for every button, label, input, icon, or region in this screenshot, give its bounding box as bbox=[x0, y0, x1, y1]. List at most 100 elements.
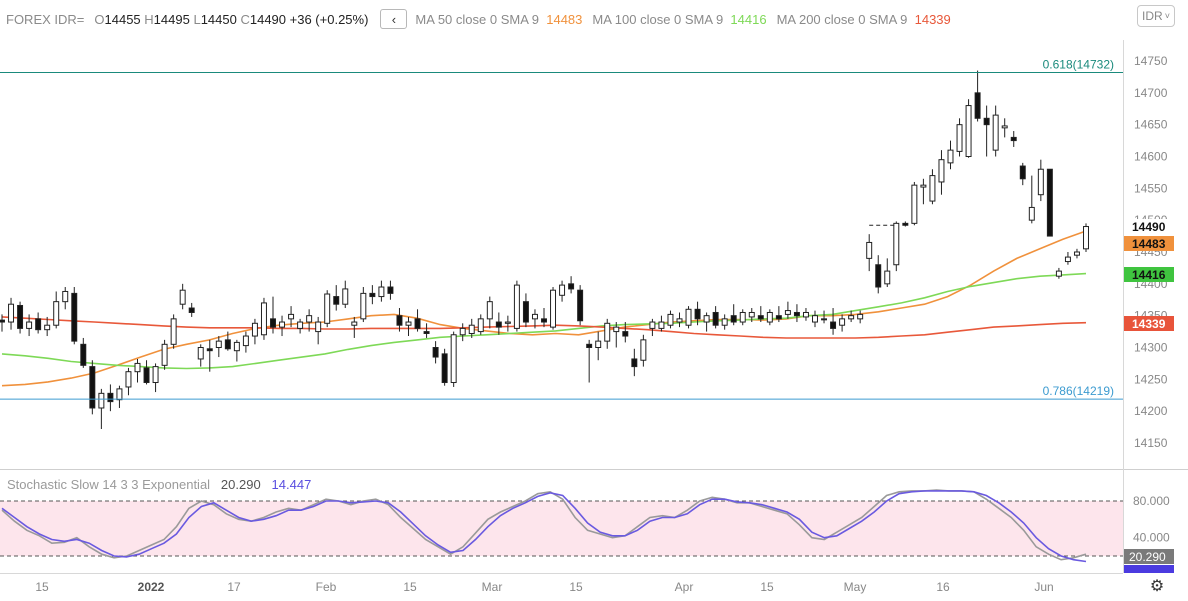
chevron-left-icon: ‹ bbox=[391, 11, 397, 27]
candle-body bbox=[1046, 168, 1053, 237]
candle-body bbox=[134, 362, 141, 373]
time-tick-label: 15 bbox=[569, 580, 583, 594]
price-tag-bg bbox=[1124, 316, 1174, 331]
collapse-button[interactable]: ‹ bbox=[380, 9, 408, 29]
candle-body bbox=[956, 124, 963, 152]
candle-body bbox=[188, 307, 195, 313]
candle-body bbox=[197, 347, 204, 360]
candle-body bbox=[315, 321, 322, 333]
candle-body bbox=[974, 92, 981, 119]
candle-body bbox=[224, 339, 231, 350]
candle-body bbox=[35, 318, 42, 331]
candle-body bbox=[568, 283, 575, 290]
price-tick-label: 14300 bbox=[1134, 341, 1168, 355]
candle-body bbox=[595, 340, 602, 348]
candle-body bbox=[297, 321, 304, 329]
candle-body bbox=[504, 321, 511, 324]
candle-body bbox=[53, 301, 60, 326]
ma50-value: 14483 bbox=[546, 11, 583, 27]
chart-header: FOREX IDR= O 14455 H 14495 L 14450 C 14490 +… bbox=[6, 9, 951, 29]
price-tag: 14339 bbox=[1132, 317, 1166, 331]
candle-body bbox=[1010, 136, 1017, 142]
candle-body bbox=[414, 318, 421, 329]
candle-body bbox=[152, 366, 159, 384]
candle-body bbox=[902, 222, 909, 226]
candle-body bbox=[44, 324, 51, 331]
price-tick-label: 14550 bbox=[1134, 181, 1168, 195]
price-tick-label: 14600 bbox=[1134, 150, 1168, 164]
candle-body bbox=[658, 321, 665, 329]
candle-body bbox=[98, 392, 105, 409]
candle-body bbox=[667, 313, 674, 326]
candle-body bbox=[531, 313, 538, 320]
candle-body bbox=[550, 289, 557, 328]
time-tick-label: 2022 bbox=[138, 580, 165, 594]
candle-body bbox=[676, 318, 683, 323]
ma-line bbox=[1, 272, 1087, 370]
time-tick-label: May bbox=[844, 580, 867, 594]
time-tick-label: Feb bbox=[316, 580, 337, 594]
ma50-label: MA 50 close 0 SMA 9 bbox=[415, 11, 539, 27]
candle-body bbox=[839, 318, 846, 326]
candle-body bbox=[179, 289, 186, 305]
candle-body bbox=[703, 315, 710, 323]
candle-body bbox=[812, 315, 818, 323]
high-label: H bbox=[144, 11, 154, 27]
gear-icon[interactable]: ⚙ bbox=[1149, 578, 1165, 595]
close-label: C bbox=[240, 11, 250, 27]
candle-body bbox=[333, 296, 340, 305]
candle-body bbox=[486, 301, 493, 320]
change-value: +36 (+0.25%) bbox=[289, 11, 369, 27]
candle-body bbox=[8, 303, 15, 323]
stochastic-d-value: 14.447 bbox=[271, 477, 312, 492]
stochastic-k-line bbox=[1, 489, 1087, 561]
candle-body bbox=[215, 340, 222, 348]
candle-body bbox=[1028, 206, 1035, 221]
candle-body bbox=[775, 315, 782, 320]
time-tick-label: 16 bbox=[936, 580, 950, 594]
candle-body bbox=[459, 327, 466, 336]
candle-body bbox=[270, 318, 276, 328]
candle-body bbox=[1001, 125, 1008, 129]
candle-body bbox=[423, 331, 430, 334]
ma100-label: MA 100 close 0 SMA 9 bbox=[592, 11, 724, 27]
candle-body bbox=[342, 288, 349, 305]
candle-body bbox=[107, 392, 114, 403]
candle-body bbox=[71, 292, 78, 342]
candle-body bbox=[450, 334, 457, 384]
candle-body bbox=[143, 367, 150, 384]
candle-body bbox=[495, 321, 502, 328]
candle-body bbox=[857, 313, 864, 320]
stochastic-k-value: 20.290 bbox=[220, 477, 261, 492]
candle-body bbox=[622, 331, 629, 337]
time-tick-label: 17 bbox=[227, 580, 241, 594]
high-value: 14495 bbox=[153, 11, 190, 27]
candle-body bbox=[965, 105, 972, 157]
candle-body bbox=[522, 301, 529, 323]
candle-body bbox=[721, 318, 728, 326]
candle-body bbox=[260, 302, 267, 336]
ma200-value: 14339 bbox=[914, 11, 951, 27]
candle-body bbox=[233, 341, 240, 352]
currency-dropdown[interactable]: IDR ˅ bbox=[1137, 5, 1175, 27]
candle-body bbox=[848, 315, 855, 320]
candle-body bbox=[911, 184, 918, 224]
chevron-down-icon: ˅ bbox=[1164, 11, 1170, 21]
candle-body bbox=[830, 321, 837, 329]
candle-body bbox=[694, 308, 701, 320]
ma-line bbox=[1, 230, 1087, 387]
candle-body bbox=[739, 311, 746, 323]
candle-body bbox=[757, 315, 764, 320]
fib-label: 0.786(14219) bbox=[1043, 384, 1114, 398]
candle-body bbox=[17, 304, 24, 329]
candle-body bbox=[604, 322, 611, 342]
candle-body bbox=[613, 326, 620, 333]
stochastic-tick-label: 80.000 bbox=[1133, 494, 1170, 508]
candle-body bbox=[1083, 226, 1089, 250]
time-tick-label: 15 bbox=[35, 580, 49, 594]
candle-body bbox=[116, 388, 123, 401]
stoch-k-tag-bg bbox=[1124, 549, 1174, 564]
candle-body bbox=[559, 284, 566, 296]
currency-label: IDR bbox=[1142, 9, 1163, 23]
